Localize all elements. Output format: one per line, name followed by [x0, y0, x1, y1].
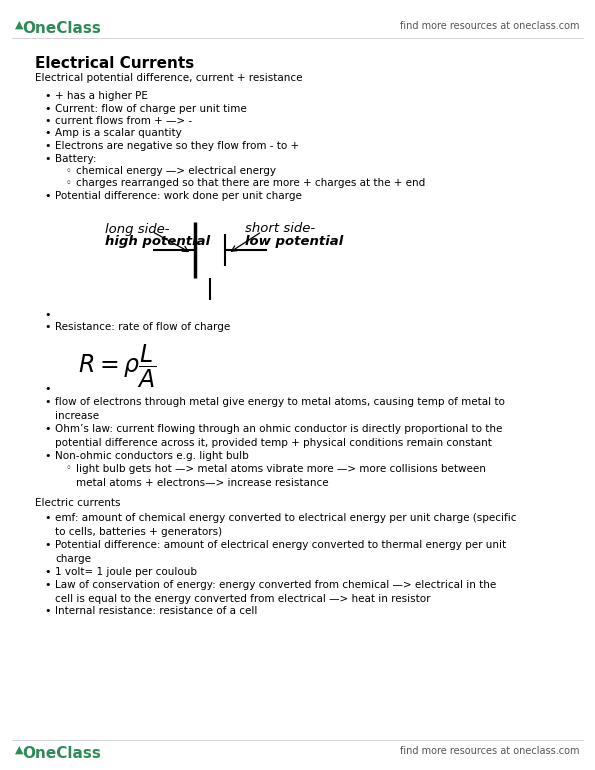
Text: •: •: [44, 129, 51, 139]
Text: long side-: long side-: [105, 223, 170, 236]
Text: OneClass: OneClass: [22, 21, 101, 36]
Text: •: •: [44, 322, 51, 332]
Text: •: •: [44, 397, 51, 407]
Text: find more resources at oneclass.com: find more resources at oneclass.com: [400, 746, 580, 756]
Text: low potential: low potential: [245, 236, 343, 249]
Text: chemical energy —> electrical energy: chemical energy —> electrical energy: [76, 166, 276, 176]
Text: $R = \rho\dfrac{L}{A}$: $R = \rho\dfrac{L}{A}$: [78, 343, 156, 390]
Text: light bulb gets hot —> metal atoms vibrate more —> more collisions between
metal: light bulb gets hot —> metal atoms vibra…: [76, 464, 486, 487]
Text: •: •: [44, 384, 51, 394]
Text: •: •: [44, 191, 51, 201]
Text: ◦: ◦: [66, 464, 72, 474]
Text: + has a higher PE: + has a higher PE: [55, 91, 148, 101]
Text: high potential: high potential: [105, 236, 210, 249]
Text: Non-ohmic conductors e.g. light bulb: Non-ohmic conductors e.g. light bulb: [55, 451, 249, 461]
Text: emf: amount of chemical energy converted to electrical energy per unit charge (s: emf: amount of chemical energy converted…: [55, 513, 516, 537]
Text: •: •: [44, 91, 51, 101]
Text: Law of conservation of energy: energy converted from chemical —> electrical in t: Law of conservation of energy: energy co…: [55, 580, 496, 604]
Text: Amp is a scalar quantity: Amp is a scalar quantity: [55, 129, 181, 139]
Text: flow of electrons through metal give energy to metal atoms, causing temp of meta: flow of electrons through metal give ene…: [55, 397, 505, 421]
Text: charges rearranged so that there are more + charges at the + end: charges rearranged so that there are mor…: [76, 179, 425, 189]
Text: Electrical potential difference, current + resistance: Electrical potential difference, current…: [35, 73, 302, 83]
Text: find more resources at oneclass.com: find more resources at oneclass.com: [400, 21, 580, 31]
Text: 1 volt= 1 joule per couloub: 1 volt= 1 joule per couloub: [55, 567, 197, 577]
Text: ▲: ▲: [15, 745, 23, 755]
Text: Potential difference: amount of electrical energy converted to thermal energy pe: Potential difference: amount of electric…: [55, 540, 506, 564]
Text: Potential difference: work done per unit charge: Potential difference: work done per unit…: [55, 191, 302, 201]
Text: Resistance: rate of flow of charge: Resistance: rate of flow of charge: [55, 322, 230, 332]
Text: ◦: ◦: [66, 179, 72, 189]
Text: •: •: [44, 540, 51, 550]
Text: Ohm’s law: current flowing through an ohmic conductor is directly proportional t: Ohm’s law: current flowing through an oh…: [55, 424, 502, 448]
Text: ◦: ◦: [66, 166, 72, 176]
Text: •: •: [44, 451, 51, 461]
Text: •: •: [44, 153, 51, 163]
Text: •: •: [44, 567, 51, 577]
Text: current flows from + —> -: current flows from + —> -: [55, 116, 192, 126]
Text: •: •: [44, 513, 51, 523]
Text: Electric currents: Electric currents: [35, 498, 121, 508]
Text: ▲: ▲: [15, 20, 23, 30]
Text: short side-: short side-: [245, 223, 315, 236]
Text: •: •: [44, 116, 51, 126]
Text: •: •: [44, 141, 51, 151]
Text: •: •: [44, 580, 51, 590]
Text: •: •: [44, 607, 51, 617]
Text: •: •: [44, 310, 51, 320]
Text: Electrons are negative so they flow from - to +: Electrons are negative so they flow from…: [55, 141, 299, 151]
Text: Current: flow of charge per unit time: Current: flow of charge per unit time: [55, 103, 247, 113]
Text: OneClass: OneClass: [22, 746, 101, 761]
Text: Internal resistance: resistance of a cell: Internal resistance: resistance of a cel…: [55, 607, 258, 617]
Text: •: •: [44, 103, 51, 113]
Text: Electrical Currents: Electrical Currents: [35, 56, 194, 71]
Text: •: •: [44, 424, 51, 434]
Text: Battery:: Battery:: [55, 153, 96, 163]
